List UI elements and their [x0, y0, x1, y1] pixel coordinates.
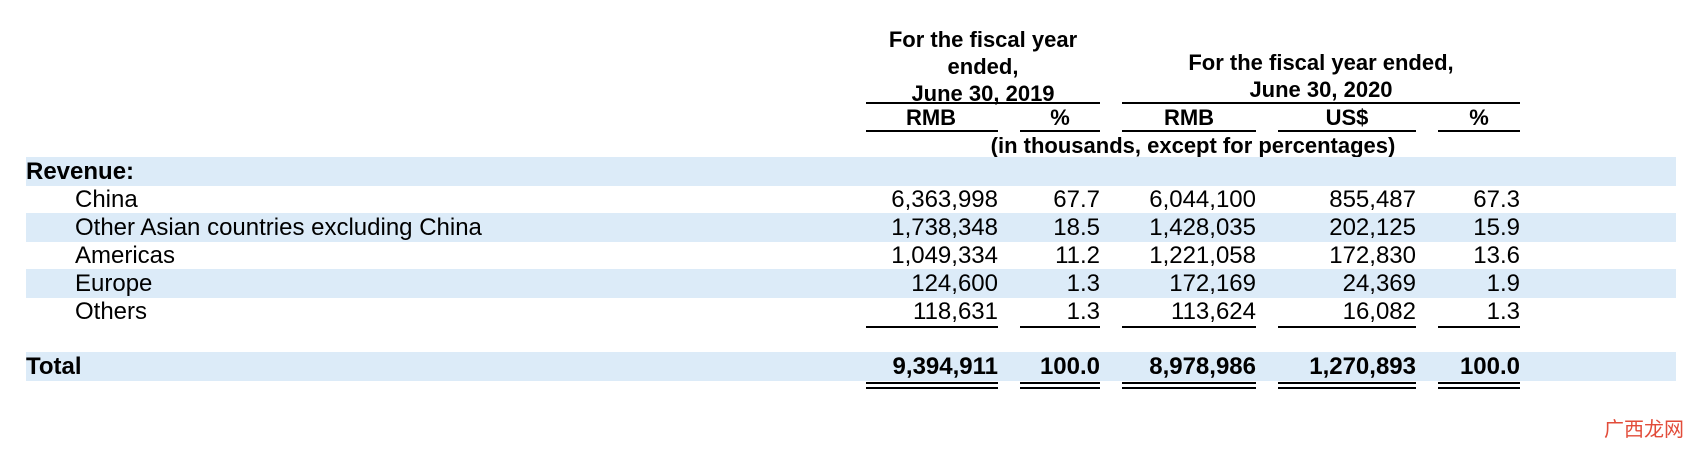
cell-rmb-2020: 113,624 [1171, 298, 1256, 325]
cell-rmb-2020: 1,221,058 [1149, 242, 1256, 269]
cell-rmb-2020: 1,428,035 [1149, 214, 1256, 241]
band-row-other-asian [26, 213, 1676, 242]
cell-usd-2020: 16,082 [1342, 298, 1416, 325]
header-fy2020: For the fiscal year ended, June 30, 2020 [1188, 50, 1454, 102]
colhead-rule-rmb2019 [866, 130, 998, 132]
colhead-rule-usd2020 [1278, 130, 1416, 132]
row-label: Other Asian countries excluding China [75, 214, 482, 241]
cell-pct-2020: 1.9 [1486, 270, 1520, 297]
cell-rmb-2019: 118,631 [913, 298, 998, 325]
cell-pct-2020: 1.3 [1486, 298, 1520, 325]
cell-rmb-2020: 6,044,100 [1149, 186, 1256, 213]
subtotal-rule-pct2020 [1438, 326, 1520, 328]
cell-pct-2019: 18.5 [1053, 214, 1100, 241]
total-double-rule-rmb2020 [1122, 382, 1256, 389]
total-rmb-2019: 9,394,911 [892, 353, 998, 380]
row-label: Americas [75, 242, 176, 269]
colhead-rule-rmb2020 [1122, 130, 1256, 132]
row-label: Europe [75, 270, 153, 297]
total-double-rule-usd2020 [1278, 382, 1416, 389]
total-double-rule-pct2020 [1438, 382, 1520, 389]
band-row-europe [26, 269, 1676, 298]
cell-rmb-2019: 6,363,998 [891, 186, 998, 213]
cell-pct-2019: 11.2 [1055, 242, 1100, 269]
row-label: China [75, 186, 138, 213]
cell-rmb-2020: 172,169 [1169, 270, 1256, 297]
cell-usd-2020: 202,125 [1329, 214, 1416, 241]
band-revenue [26, 157, 1676, 186]
units-note: (in thousands, except for percentages) [990, 133, 1396, 158]
col-pct-2019: % [1050, 105, 1070, 130]
header-rule-2019 [866, 102, 1100, 104]
section-label-revenue: Revenue: [26, 158, 135, 185]
total-rmb-2020: 8,978,986 [1149, 353, 1256, 380]
cell-usd-2020: 172,830 [1329, 242, 1416, 269]
total-usd-2020: 1,270,893 [1309, 353, 1416, 380]
total-double-rule-pct2019 [1020, 382, 1100, 389]
col-rmb-2019: RMB [905, 105, 957, 130]
cell-rmb-2019: 1,738,348 [891, 214, 998, 241]
band-total [26, 352, 1676, 381]
cell-pct-2019: 1.3 [1066, 270, 1100, 297]
subtotal-rule-pct2019 [1020, 326, 1100, 328]
col-rmb-2020: RMB [1163, 105, 1215, 130]
col-pct-2020: % [1469, 105, 1489, 130]
cell-pct-2019: 67.7 [1053, 186, 1100, 213]
cell-usd-2020: 24,369 [1342, 270, 1416, 297]
cell-rmb-2019: 1,049,334 [891, 242, 998, 269]
total-double-rule-rmb2019 [866, 382, 998, 389]
row-label: Others [75, 298, 148, 325]
colhead-rule-pct2020 [1438, 130, 1520, 132]
cell-rmb-2019: 124,600 [911, 270, 998, 297]
cell-pct-2020: 15.9 [1473, 214, 1520, 241]
subtotal-rule-rmb2020 [1122, 326, 1256, 328]
total-pct-2019: 100.0 [1039, 353, 1100, 380]
subtotal-rule-usd2020 [1278, 326, 1416, 328]
header-rule-2020 [1122, 102, 1520, 104]
subtotal-rule-rmb2019 [866, 326, 998, 328]
total-pct-2020: 100.0 [1459, 353, 1520, 380]
cell-pct-2019: 1.3 [1066, 298, 1100, 325]
cell-pct-2020: 13.6 [1473, 242, 1520, 269]
cell-usd-2020: 855,487 [1329, 186, 1416, 213]
cell-pct-2020: 67.3 [1473, 186, 1520, 213]
header-fy2019: For the fiscal year ended, June 30, 2019 [888, 27, 1078, 106]
col-usd-2020: US$ [1325, 105, 1369, 130]
total-label: Total [26, 353, 82, 380]
colhead-rule-pct2019 [1020, 130, 1100, 132]
watermark: 广西龙网 [1604, 419, 1684, 441]
